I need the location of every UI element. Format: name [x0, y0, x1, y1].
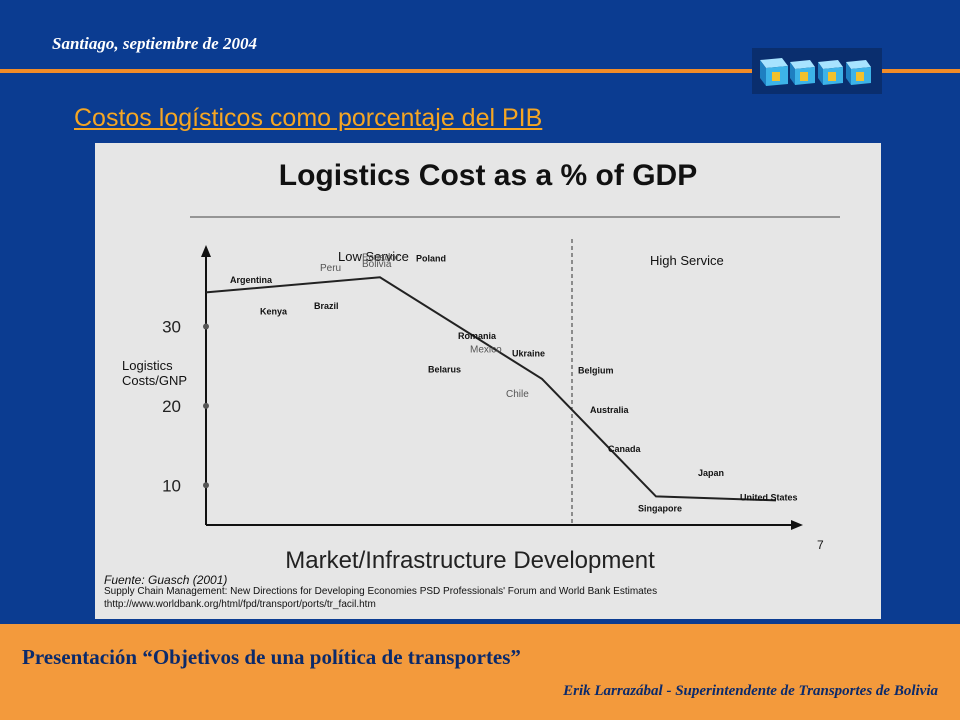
country-label: Peru: [320, 263, 341, 274]
y-tick-label: 30: [162, 318, 181, 337]
logo-cube-3: [818, 60, 843, 85]
page-number: 7: [817, 538, 824, 552]
country-label: Singapore: [638, 504, 682, 514]
country-label: Australia: [590, 405, 630, 415]
country-label: Japan: [698, 468, 724, 478]
citation-line1: Supply Chain Management: New Directions …: [104, 586, 657, 597]
y-tick-dot: [203, 402, 209, 409]
logo-cube-4: [846, 60, 871, 85]
footer: Presentación “Objetivos de una política …: [0, 624, 960, 720]
segment-low-label: Low Service: [338, 249, 409, 264]
logo-cube-1: [760, 58, 788, 86]
y-tick-dot: [203, 482, 209, 489]
country-label: Poland: [416, 253, 446, 263]
footer-title: Presentación “Objetivos de una política …: [22, 645, 521, 669]
cube-letters-logo-icon: [760, 58, 871, 86]
y-tick-label: 20: [162, 397, 181, 416]
country-label: Brazil: [314, 301, 339, 311]
series-line: [205, 276, 777, 502]
country-label: Argentina: [230, 275, 273, 285]
country-label: Belarus: [428, 365, 461, 375]
header-date: Santiago, septiembre de 2004: [52, 34, 257, 53]
y-ticks: 30 20 10: [162, 318, 209, 495]
country-label: United States: [740, 492, 798, 502]
logo-cube-2: [790, 60, 815, 85]
source-label: Fuente: Guasch (2001): [104, 573, 227, 587]
country-label: Ecuador: [362, 253, 400, 264]
country-label: Belgium: [578, 365, 614, 375]
y-tick-label: 10: [162, 476, 181, 495]
country-label: Mexico: [470, 345, 502, 356]
country-label: Romania: [458, 331, 497, 341]
chart-title: Logistics Cost as a % of GDP: [279, 159, 697, 192]
chart-figure: Logistics Cost as a % of GDP Low Service…: [95, 143, 881, 619]
chart-axes: [201, 245, 803, 530]
segment-high-label: High Service: [650, 253, 724, 268]
y-axis-label-line2: Costs/GNP: [122, 373, 187, 388]
header-divider: [0, 69, 960, 73]
country-label: Chile: [506, 389, 529, 400]
x-axis-arrow: [791, 520, 803, 530]
footer-author: Erik Larrazábal - Superintendente de Tra…: [563, 683, 938, 699]
country-label: Kenya: [260, 307, 288, 317]
y-axis-arrow: [201, 245, 211, 257]
chart-svg: Logistics Cost as a % of GDP Low Service…: [95, 143, 881, 619]
country-label: Bolivia: [362, 259, 392, 270]
country-label: Canada: [608, 444, 642, 454]
slide-title: Costos logísticos como porcentaje del PI…: [74, 104, 543, 132]
logo: [752, 48, 882, 94]
y-axis-label-line1: Logistics: [122, 358, 173, 373]
citation-line2: thttp://www.worldbank.org/html/fpd/trans…: [104, 599, 376, 610]
y-tick-dot: [203, 323, 209, 330]
country-label: Ukraine: [512, 349, 545, 359]
x-axis-label: Market/Infrastructure Development: [285, 547, 655, 574]
